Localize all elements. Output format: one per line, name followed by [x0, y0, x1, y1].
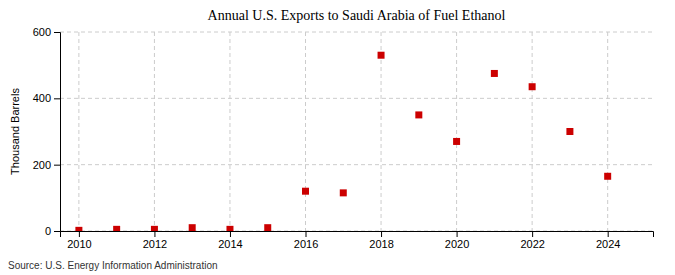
tick-mark: [54, 165, 60, 166]
axis-line: [54, 33, 61, 232]
grid: [60, 32, 653, 231]
tick: 2022: [520, 231, 544, 250]
tick: 2014: [218, 231, 242, 250]
tick-label: 600: [33, 26, 51, 38]
point: [529, 83, 536, 90]
tick: 400: [33, 92, 60, 104]
tick-mark: [532, 231, 533, 237]
y-axis-title: Thousand Barrels: [9, 88, 21, 175]
annotation: Source: U.S. Energy Information Administ…: [8, 260, 218, 271]
tick: 2010: [67, 231, 91, 250]
tick: 2024: [596, 231, 620, 250]
grid-line: [78, 32, 79, 231]
tick-mark: [54, 231, 60, 232]
tick-label: 2010: [67, 238, 91, 250]
points: [75, 52, 611, 231]
point: [491, 70, 498, 77]
grid-line: [607, 32, 608, 231]
tick: 2020: [445, 231, 469, 250]
point: [453, 138, 460, 145]
grid-line: [60, 98, 653, 99]
point: [75, 227, 82, 231]
tick: 2012: [143, 231, 167, 250]
tick-label: 400: [33, 92, 51, 104]
tick-label: 2012: [143, 238, 167, 250]
y-axis: 0 200 400 600: [33, 26, 61, 237]
tick-label: 2022: [520, 238, 544, 250]
tick: 2018: [369, 231, 393, 250]
tick-mark: [230, 231, 231, 237]
grid-line: [154, 32, 155, 231]
point: [566, 128, 573, 135]
plot: 2010 2012 2014 2016 2018 2020 2022 2024 0 200 400 6…: [33, 26, 654, 250]
point: [415, 111, 422, 118]
point: [113, 226, 120, 231]
grid-line: [60, 32, 653, 33]
point: [378, 52, 385, 59]
tick-label: 2020: [445, 238, 469, 250]
tick: 600: [33, 26, 60, 38]
tick-mark: [457, 231, 458, 237]
tick-mark: [306, 231, 307, 237]
grid-line: [532, 32, 533, 231]
point: [264, 224, 271, 231]
grid-line: [229, 32, 230, 231]
tick: 2016: [294, 231, 318, 250]
tick-label: 0: [45, 225, 51, 237]
tick-label: 2018: [369, 238, 393, 250]
point: [151, 226, 158, 231]
point: [302, 188, 309, 195]
x-axis: 2010 2012 2014 2016 2018 2020 2022 2024: [61, 231, 654, 250]
tick-label: 200: [33, 159, 51, 171]
grid-line: [456, 32, 457, 231]
axis-line: [61, 232, 654, 238]
tick-label: 2024: [596, 238, 620, 250]
tick-mark: [54, 32, 60, 33]
point: [189, 224, 196, 231]
tick-label: 2014: [218, 238, 242, 250]
point: [340, 189, 347, 196]
point: [226, 226, 233, 231]
tick-mark: [79, 231, 80, 237]
grid-line: [305, 32, 306, 231]
tick: 0: [45, 225, 60, 237]
tick: 200: [33, 159, 60, 171]
tick-mark: [608, 231, 609, 237]
tick-mark: [154, 231, 155, 237]
grid-line: [60, 164, 653, 165]
chart: 2010 2012 2014 2016 2018 2020 2022 2024 0 200 400 6…: [0, 0, 675, 275]
tick-label: 2016: [294, 238, 318, 250]
title: Annual U.S. Exports to Saudi Arabia of F…: [208, 8, 506, 23]
point: [604, 173, 611, 180]
grid-line: [381, 32, 382, 231]
tick-mark: [54, 98, 60, 99]
tick-mark: [381, 231, 382, 237]
